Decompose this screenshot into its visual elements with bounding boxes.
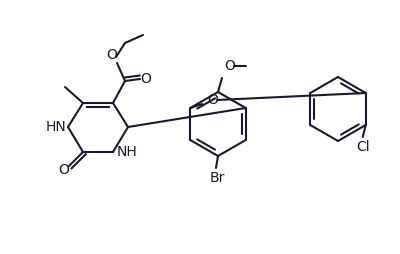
Text: O: O	[140, 72, 152, 86]
Text: O: O	[224, 59, 236, 73]
Text: NH: NH	[117, 145, 137, 159]
Text: O: O	[106, 48, 118, 62]
Text: HN: HN	[46, 120, 66, 134]
Text: Cl: Cl	[356, 140, 370, 154]
Text: Br: Br	[209, 171, 225, 185]
Text: O: O	[207, 93, 218, 107]
Text: O: O	[58, 163, 70, 177]
